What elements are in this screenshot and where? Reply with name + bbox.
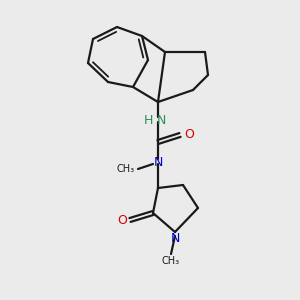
Text: N: N [156, 115, 166, 128]
Text: N: N [153, 157, 163, 169]
Text: N: N [170, 232, 180, 245]
Text: O: O [117, 214, 127, 226]
Text: CH₃: CH₃ [162, 256, 180, 266]
Text: CH₃: CH₃ [117, 164, 135, 174]
Text: H: H [143, 115, 153, 128]
Text: O: O [184, 128, 194, 142]
